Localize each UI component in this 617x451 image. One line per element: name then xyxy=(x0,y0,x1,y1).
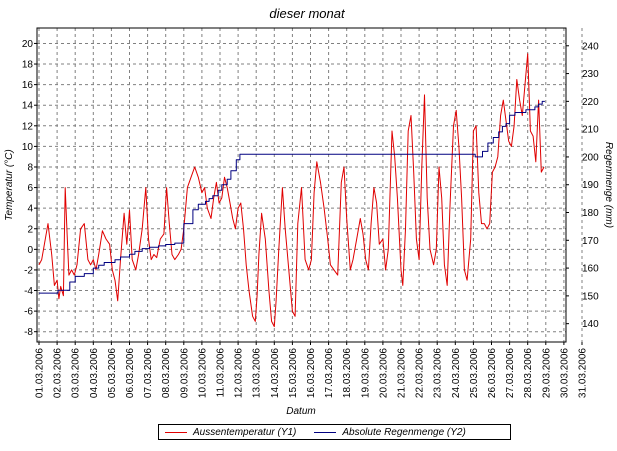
x-tick-label: 30.03.2006 xyxy=(559,348,570,398)
y-right-tick-label: 200 xyxy=(582,152,599,163)
x-tick-label: 17.03.2006 xyxy=(324,348,335,398)
y-left-tick-label: 6 xyxy=(27,183,33,194)
y-right-tick-label: 210 xyxy=(582,125,599,136)
y-axis-label-right: Regenmenge (mm) xyxy=(603,142,614,228)
y-axis-label-left: Temperatur (°C) xyxy=(4,149,15,220)
x-tick-label: 14.03.2006 xyxy=(270,348,281,398)
y-right-tick-label: 180 xyxy=(582,208,599,219)
x-tick-label: 22.03.2006 xyxy=(415,348,426,398)
y-left-tick-label: 0 xyxy=(27,245,33,256)
x-tick-label: 27.03.2006 xyxy=(505,348,516,398)
x-tick-label: 11.03.2006 xyxy=(216,348,227,398)
y-left-tick-label: 16 xyxy=(22,80,34,91)
y-right-tick-label: 170 xyxy=(582,236,599,247)
legend-item-rain: Absolute Regenmenge (Y2) xyxy=(314,426,466,438)
y-right-tick-label: 190 xyxy=(582,180,599,191)
y-right-tick-label: 150 xyxy=(582,291,599,302)
right-axis-ticks: 140 150 160 170 180 190 200 210 220 230 240 xyxy=(566,41,599,330)
x-tick-label: 10.03.2006 xyxy=(197,348,208,398)
series-line-temperature xyxy=(38,53,545,328)
y-right-tick-label: 240 xyxy=(582,41,599,52)
x-tick-label: 01.03.2006 xyxy=(35,348,46,398)
x-tick-label: 03.03.2006 xyxy=(71,348,82,398)
x-tick-label: 05.03.2006 xyxy=(107,348,118,398)
left-axis-ticks: -8 -6 -4 -2 0 2 4 6 8 10 12 14 16 18 20 xyxy=(22,39,37,338)
x-tick-label: 06.03.2006 xyxy=(125,348,136,398)
x-tick-label: 19.03.2006 xyxy=(360,348,371,398)
y-left-tick-label: 12 xyxy=(22,121,34,132)
y-right-tick-label: 140 xyxy=(582,319,599,330)
legend-label-temperature: Aussentemperatur (Y1) xyxy=(193,426,297,438)
x-tick-label: 15.03.2006 xyxy=(288,348,299,398)
x-tick-label: 08.03.2006 xyxy=(161,348,172,398)
x-tick-label: 21.03.2006 xyxy=(397,348,408,398)
x-tick-label: 28.03.2006 xyxy=(523,348,534,398)
legend-swatch-rain xyxy=(314,431,337,433)
x-tick-label: 25.03.2006 xyxy=(469,348,480,398)
y-right-tick-label: 160 xyxy=(582,264,599,275)
y-left-tick-label: -4 xyxy=(24,286,33,297)
y-left-tick-label: 4 xyxy=(27,204,33,215)
x-tick-label: 12.03.2006 xyxy=(234,348,245,398)
chart-title: dieser monat xyxy=(269,6,346,21)
legend-item-temperature: Aussentemperatur (Y1) xyxy=(165,427,296,438)
y-left-tick-label: 14 xyxy=(22,101,34,112)
x-tick-label: 29.03.2006 xyxy=(541,348,552,398)
x-tick-label: 07.03.2006 xyxy=(143,348,154,398)
x-axis-label: Datum xyxy=(286,406,315,417)
x-tick-label: 02.03.2006 xyxy=(53,348,64,398)
y-left-tick-label: -2 xyxy=(24,265,33,276)
x-tick-label: 09.03.2006 xyxy=(179,348,190,398)
y-left-tick-label: 20 xyxy=(22,39,34,50)
y-left-tick-label: -8 xyxy=(24,327,33,338)
y-left-tick-label: 18 xyxy=(22,60,34,71)
series-layer xyxy=(38,53,545,328)
x-tick-label: 31.03.2006 xyxy=(578,348,589,398)
x-tick-label: 18.03.2006 xyxy=(342,348,353,398)
y-left-tick-label: 8 xyxy=(27,162,33,173)
y-left-tick-label: 10 xyxy=(22,142,34,153)
series-line-rain xyxy=(39,100,545,294)
y-right-tick-label: 230 xyxy=(582,69,599,80)
legend: Aussentemperatur (Y1) Absolute Regenmeng… xyxy=(158,424,511,440)
legend-swatch-temperature xyxy=(165,431,187,433)
grid-layer xyxy=(37,28,583,342)
y-left-tick-label: 2 xyxy=(27,224,33,235)
x-tick-label: 04.03.2006 xyxy=(89,348,100,398)
y-right-tick-label: 220 xyxy=(582,97,599,108)
x-tick-label: 20.03.2006 xyxy=(378,348,389,398)
x-axis-ticks: 01.03.2006 02.03.2006 03.03.2006 04.03.2006… xyxy=(35,342,589,398)
x-tick-label: 13.03.2006 xyxy=(252,348,263,398)
x-tick-label: 24.03.2006 xyxy=(451,348,462,398)
x-tick-label: 26.03.2006 xyxy=(487,348,498,398)
y-left-tick-label: -6 xyxy=(24,307,33,318)
legend-label-rain: Absolute Regenmenge (Y2) xyxy=(342,426,466,438)
plot-frame xyxy=(36,27,567,343)
x-tick-label: 23.03.2006 xyxy=(433,348,444,398)
x-tick-label: 16.03.2006 xyxy=(306,348,317,398)
